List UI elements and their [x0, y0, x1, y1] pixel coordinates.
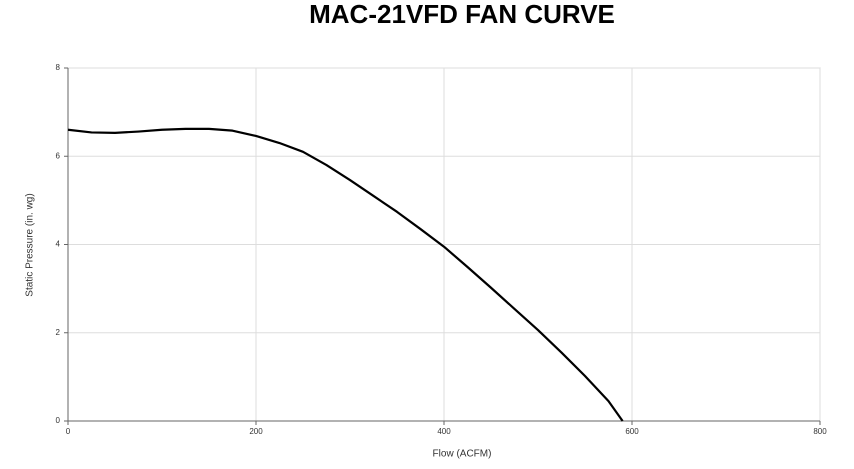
y-axis-label: Static Pressure (in. wg) [25, 193, 36, 296]
x-axis-label: Flow (ACFM) [433, 449, 492, 460]
y-tick-label: 6 [56, 151, 61, 160]
line [67, 127, 624, 422]
x-tick-label: 200 [249, 427, 263, 436]
x-tick-label: 0 [66, 427, 71, 436]
y-tick-label: 8 [56, 63, 61, 72]
y-tick-label: 4 [56, 240, 61, 249]
chart-title: MAC-21VFD FAN CURVE [309, 0, 615, 29]
y-tick-label: 2 [56, 328, 61, 337]
x-tick-label: 600 [625, 427, 639, 436]
y-tick-label: 0 [56, 416, 61, 425]
x-tick-label: 800 [813, 427, 827, 436]
x-tick-label: 400 [437, 427, 451, 436]
